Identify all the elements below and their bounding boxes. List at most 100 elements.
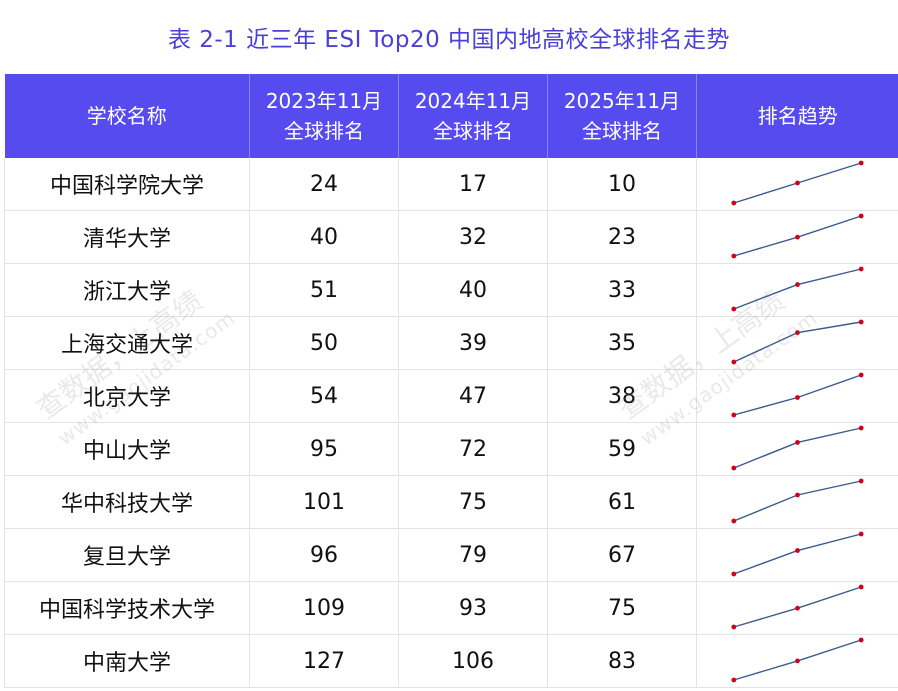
rank-2024-cell: 72 [398,422,548,476]
trend-line [733,374,862,416]
rank-2025-cell: 33 [547,263,697,317]
header-trend: 排名趋势 [696,74,898,158]
rank-2023-cell: 109 [249,581,399,635]
trend-point [858,425,864,431]
trend-sparkline [731,319,864,365]
rank-2024-cell: 106 [398,634,548,688]
trend-point [731,571,737,577]
rank-2024-cell: 75 [398,475,548,529]
trend-sparkline-cell [696,475,898,529]
trend-point [858,160,864,166]
rank-2023-cell: 51 [249,263,399,317]
rank-2025-cell: 10 [547,158,697,211]
trend-point [731,359,737,365]
trend-sparkline [731,213,864,259]
header-2024: 2024年11月 全球排名 [398,74,548,158]
trend-point [795,282,800,287]
header-2024-date: 2024年11月 [414,89,532,113]
trend-point [795,492,800,498]
trend-point [731,253,737,259]
trend-sparkline [731,637,864,683]
trend-sparkline-cell [696,528,898,582]
trend-point [731,624,737,630]
trend-point [795,234,800,240]
trend-point [731,465,737,471]
header-2025: 2025年11月 全球排名 [547,74,697,158]
header-school: 学校名称 [4,74,250,158]
trend-line [733,321,862,363]
rank-2024-cell: 32 [398,210,548,264]
header-2023-label: 全球排名 [284,119,364,143]
table-row: 北京大学 54 47 38 [4,369,898,423]
trend-sparkline [731,531,864,577]
table-row: 浙江大学 51 40 33 [4,263,898,317]
rank-2025-cell: 61 [547,475,697,529]
rank-2025-cell: 38 [547,369,697,423]
trend-point [731,412,737,418]
trend-point [795,330,800,336]
table-row: 中国科学技术大学 109 93 75 [4,581,898,635]
school-name-cell: 华中科技大学 [4,475,250,529]
rank-2024-cell: 47 [398,369,548,423]
header-2025-label: 全球排名 [582,119,662,143]
rank-2025-cell: 23 [547,210,697,264]
rank-2023-cell: 40 [249,210,399,264]
school-name-cell: 浙江大学 [4,263,250,317]
trend-point [795,180,800,186]
trend-point [858,478,864,484]
school-name-cell: 中南大学 [4,634,250,688]
trend-point [858,372,864,378]
trend-point [731,677,737,683]
school-name-cell: 中国科学技术大学 [4,581,250,635]
school-name-cell: 中山大学 [4,422,250,476]
trend-point [858,213,864,219]
trend-line [733,480,862,522]
trend-point [731,306,737,312]
trend-sparkline [731,584,864,630]
trend-sparkline-cell [696,422,898,476]
rank-2025-cell: 59 [547,422,697,476]
rank-2024-cell: 79 [398,528,548,582]
rank-2023-cell: 96 [249,528,399,582]
trend-sparkline-cell [696,369,898,423]
rank-2024-cell: 40 [398,263,548,317]
trend-line [733,533,862,575]
header-row: 学校名称 2023年11月 全球排名 2024年11月 全球排名 2025年11… [4,74,898,158]
rank-2025-cell: 83 [547,634,697,688]
school-name-cell: 北京大学 [4,369,250,423]
table-row: 中国科学院大学 24 17 10 [4,158,898,211]
table-row: 中山大学 95 72 59 [4,422,898,476]
trend-point [795,605,800,611]
trend-line [733,427,862,469]
header-2023: 2023年11月 全球排名 [249,74,399,158]
rank-2023-cell: 101 [249,475,399,529]
rank-2023-cell: 54 [249,369,399,423]
table-row: 复旦大学 96 79 67 [4,528,898,582]
header-2024-label: 全球排名 [433,119,513,143]
trend-sparkline-cell [696,210,898,264]
rank-2023-cell: 95 [249,422,399,476]
trend-sparkline-cell [696,158,898,211]
table-row: 上海交通大学 50 39 35 [4,316,898,370]
trend-sparkline [731,160,864,206]
table-row: 华中科技大学 101 75 61 [4,475,898,529]
rank-2024-cell: 17 [398,158,548,211]
table-body: 中国科学院大学 24 17 10 清华大学 40 32 23 浙江大学 51 40 33 上海交通大学 5… [4,158,898,688]
trend-line [733,268,862,310]
trend-point [731,200,737,206]
trend-sparkline-cell [696,581,898,635]
trend-point [795,548,800,553]
trend-point [858,266,864,272]
trend-sparkline-cell [696,263,898,317]
trend-sparkline-cell [696,316,898,370]
rank-2023-cell: 24 [249,158,399,211]
trend-point [795,658,800,664]
trend-sparkline [731,478,864,524]
trend-point [731,518,737,524]
table-row: 清华大学 40 32 23 [4,210,898,264]
rank-2023-cell: 127 [249,634,399,688]
header-2023-date: 2023年11月 [265,89,383,113]
table-title: 表 2-1 近三年 ESI Top20 中国内地高校全球排名走势 [167,27,731,53]
header-2025-date: 2025年11月 [563,89,681,113]
trend-sparkline [731,266,864,312]
